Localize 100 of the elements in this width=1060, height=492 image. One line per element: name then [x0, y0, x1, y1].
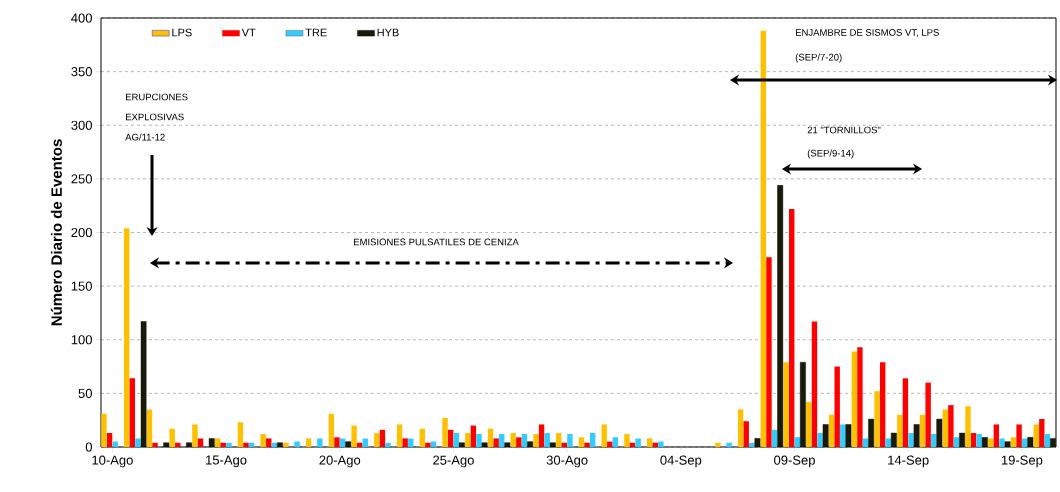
bar — [385, 442, 391, 447]
annotation: 21 "TORNILLOS" — [807, 126, 881, 134]
bar — [1044, 434, 1051, 447]
bar — [897, 414, 903, 447]
bar — [374, 433, 380, 447]
bar — [726, 442, 732, 447]
x-tick-label: 04-Sep — [660, 455, 702, 468]
x-tick-label: 15-Ago — [206, 455, 247, 468]
y-tick-label: 250 — [71, 174, 92, 184]
annotation: (SEP/7-20) — [795, 53, 842, 63]
x-tick-label: 20-Ago — [319, 455, 361, 468]
bar — [192, 424, 198, 447]
bar — [260, 434, 266, 447]
bar — [135, 438, 141, 447]
annotation: ENJAMBRE DE SISMOS VT, LPS — [795, 29, 939, 37]
bar — [646, 438, 653, 447]
bar — [811, 321, 818, 447]
y-axis-title: Número Diario de Eventos — [50, 139, 62, 326]
bar — [442, 418, 448, 447]
bar — [493, 438, 499, 447]
bar — [601, 424, 607, 447]
bar — [556, 433, 562, 447]
x-tick-label: 30-Ago — [546, 455, 588, 468]
bar — [294, 441, 300, 447]
legend-label: VT — [241, 28, 256, 37]
legend-label: LPS — [172, 28, 192, 37]
bar — [874, 391, 880, 447]
y-tick-label: 300 — [71, 120, 92, 130]
annotation: AG/11-12 — [125, 133, 165, 141]
bar — [584, 442, 590, 447]
bar — [635, 438, 641, 447]
legend-label: HYB — [377, 28, 399, 37]
bar — [828, 414, 835, 447]
bar — [879, 362, 886, 447]
bar — [152, 442, 158, 447]
bar — [919, 414, 926, 447]
bar — [499, 434, 505, 447]
bar — [283, 442, 289, 447]
bar — [578, 437, 585, 447]
bar — [305, 438, 312, 447]
bar — [925, 382, 931, 447]
bar — [851, 351, 858, 447]
bar — [101, 413, 107, 447]
bar — [169, 428, 175, 447]
bar — [124, 228, 130, 447]
bar — [589, 433, 596, 447]
bar — [402, 438, 408, 447]
bar — [970, 433, 977, 447]
bar — [771, 429, 778, 447]
bar — [1021, 438, 1028, 447]
bar — [487, 428, 494, 447]
bar — [658, 441, 664, 447]
bar — [988, 438, 994, 447]
bar — [266, 438, 272, 447]
bar — [567, 434, 573, 447]
bar — [129, 378, 136, 447]
bar — [362, 438, 368, 447]
bar — [339, 438, 346, 447]
bar — [510, 433, 516, 447]
bar — [612, 437, 619, 447]
annotation: (SEP/9-14) — [807, 149, 854, 159]
bar — [737, 409, 744, 447]
x-tick-label: 19-Sep — [1001, 455, 1043, 468]
bar — [447, 429, 454, 447]
bar — [214, 438, 221, 447]
bar — [743, 421, 749, 447]
bar — [425, 442, 431, 447]
legend-label: TRE — [305, 28, 327, 37]
bar — [942, 409, 948, 447]
bar — [794, 437, 801, 447]
annotation: EXPLOSIVAS — [126, 113, 184, 121]
bar — [379, 429, 386, 447]
bar — [328, 413, 335, 447]
y-tick-label: 400 — [71, 13, 92, 23]
bar — [465, 433, 471, 447]
bar — [908, 433, 914, 447]
y-tick-label: 150 — [71, 281, 92, 291]
bar — [953, 437, 960, 447]
y-tick-label: 200 — [71, 227, 92, 238]
bar — [1033, 424, 1039, 447]
bar — [197, 438, 204, 447]
bar — [470, 425, 477, 447]
bar — [817, 433, 823, 447]
bar — [146, 409, 153, 447]
bar — [351, 425, 357, 447]
bar — [419, 428, 426, 447]
y-tick-label: 100 — [71, 335, 92, 345]
bar — [948, 405, 954, 447]
bar — [237, 422, 244, 447]
bar — [544, 433, 550, 447]
bar — [862, 438, 869, 447]
bar — [334, 437, 340, 447]
bar — [931, 434, 937, 447]
bar — [999, 438, 1005, 447]
bar — [834, 366, 840, 447]
bar — [760, 30, 767, 447]
bar — [789, 208, 795, 447]
bar — [533, 434, 539, 447]
bar — [1016, 424, 1022, 447]
bar — [766, 257, 772, 447]
